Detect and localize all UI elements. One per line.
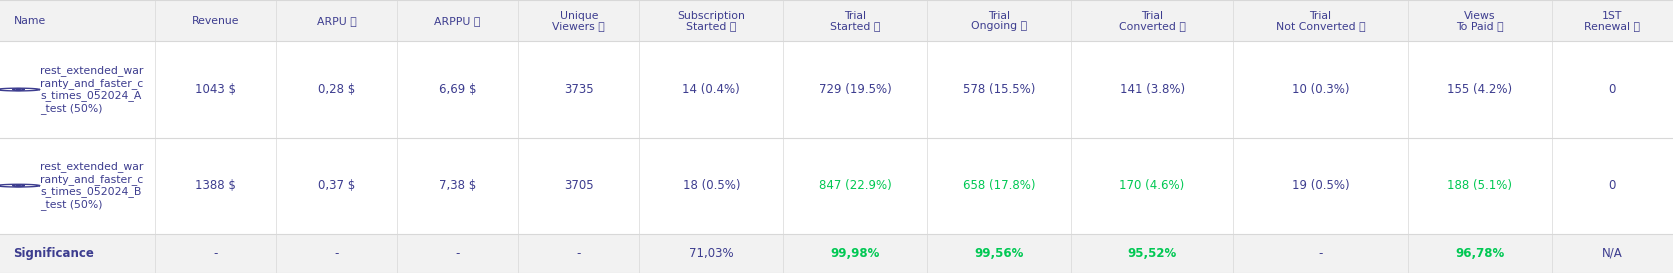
Text: -: - bbox=[335, 247, 338, 260]
Text: 6,69 $: 6,69 $ bbox=[438, 83, 477, 96]
Text: 3735: 3735 bbox=[564, 83, 594, 96]
Text: 0: 0 bbox=[1609, 83, 1616, 96]
Text: Renewal ⓘ: Renewal ⓘ bbox=[1584, 21, 1641, 31]
Text: Name: Name bbox=[13, 16, 45, 26]
Text: 0,37 $: 0,37 $ bbox=[318, 179, 355, 192]
Text: 1ST: 1ST bbox=[1603, 11, 1623, 21]
Text: 7,38 $: 7,38 $ bbox=[438, 179, 477, 192]
Text: 1043 $: 1043 $ bbox=[194, 83, 236, 96]
Text: Trial: Trial bbox=[1310, 11, 1332, 21]
Text: 847 (22.9%): 847 (22.9%) bbox=[820, 179, 892, 192]
Text: 141 (3.8%): 141 (3.8%) bbox=[1119, 83, 1184, 96]
Text: Revenue: Revenue bbox=[192, 16, 239, 26]
Text: To Paid ⓘ: To Paid ⓘ bbox=[1456, 21, 1504, 31]
Text: -: - bbox=[455, 247, 460, 260]
Text: Unique: Unique bbox=[559, 11, 597, 21]
Text: 10 (0.3%): 10 (0.3%) bbox=[1292, 83, 1348, 96]
Text: 658 (17.8%): 658 (17.8%) bbox=[964, 179, 1036, 192]
Text: 155 (4.2%): 155 (4.2%) bbox=[1447, 83, 1512, 96]
Text: Significance: Significance bbox=[13, 247, 94, 260]
Text: 1388 $: 1388 $ bbox=[196, 179, 236, 192]
Bar bbox=[0, 234, 1673, 273]
Text: 170 (4.6%): 170 (4.6%) bbox=[1119, 179, 1184, 192]
Text: 0: 0 bbox=[1609, 179, 1616, 192]
Text: ARPPU ⓘ: ARPPU ⓘ bbox=[435, 16, 480, 26]
Text: 18 (0.5%): 18 (0.5%) bbox=[683, 179, 739, 192]
Text: Not Converted ⓘ: Not Converted ⓘ bbox=[1275, 21, 1365, 31]
Text: -: - bbox=[1318, 247, 1323, 260]
Text: 19 (0.5%): 19 (0.5%) bbox=[1292, 179, 1348, 192]
Bar bbox=[0, 41, 1673, 138]
Bar bbox=[0, 0, 1673, 41]
Text: Started ⓘ: Started ⓘ bbox=[686, 21, 736, 31]
Text: 578 (15.5%): 578 (15.5%) bbox=[964, 83, 1036, 96]
Polygon shape bbox=[17, 89, 20, 90]
Text: 99,98%: 99,98% bbox=[831, 247, 880, 260]
Text: Trial: Trial bbox=[1141, 11, 1163, 21]
Bar bbox=[0, 138, 1673, 234]
Text: ARPU ⓘ: ARPU ⓘ bbox=[316, 16, 356, 26]
Text: Converted ⓘ: Converted ⓘ bbox=[1119, 21, 1186, 31]
Text: Started ⓘ: Started ⓘ bbox=[830, 21, 880, 31]
Text: Trial: Trial bbox=[845, 11, 867, 21]
Text: 71,03%: 71,03% bbox=[689, 247, 734, 260]
Text: Views: Views bbox=[1464, 11, 1496, 21]
Polygon shape bbox=[17, 185, 20, 186]
Text: rest_extended_war
ranty_and_faster_c
s_times_052024_A
_test (50%): rest_extended_war ranty_and_faster_c s_t… bbox=[40, 65, 144, 114]
Text: 95,52%: 95,52% bbox=[1128, 247, 1176, 260]
Text: 729 (19.5%): 729 (19.5%) bbox=[820, 83, 892, 96]
Text: 0,28 $: 0,28 $ bbox=[318, 83, 355, 96]
Text: 14 (0.4%): 14 (0.4%) bbox=[683, 83, 739, 96]
Text: Ongoing ⓘ: Ongoing ⓘ bbox=[972, 21, 1027, 31]
Text: 99,56%: 99,56% bbox=[975, 247, 1024, 260]
Text: Trial: Trial bbox=[989, 11, 1010, 21]
Text: -: - bbox=[212, 247, 217, 260]
Text: Subscription: Subscription bbox=[678, 11, 744, 21]
Text: -: - bbox=[577, 247, 581, 260]
Text: rest_extended_war
ranty_and_faster_c
s_times_052024_B
_test (50%): rest_extended_war ranty_and_faster_c s_t… bbox=[40, 161, 144, 210]
Text: 96,78%: 96,78% bbox=[1456, 247, 1504, 260]
Text: Viewers ⓘ: Viewers ⓘ bbox=[552, 21, 606, 31]
Text: 188 (5.1%): 188 (5.1%) bbox=[1447, 179, 1512, 192]
Text: 3705: 3705 bbox=[564, 179, 594, 192]
Text: N/A: N/A bbox=[1603, 247, 1623, 260]
